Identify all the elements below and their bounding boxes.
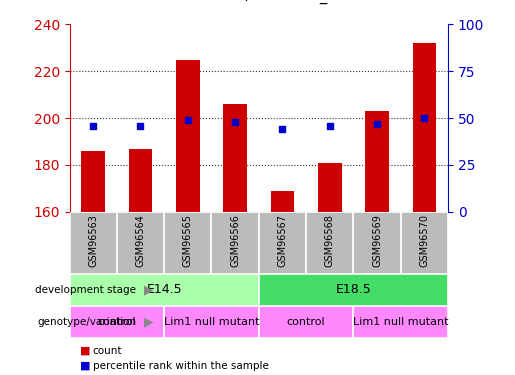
Bar [353, 306, 448, 338]
Text: GSM96570: GSM96570 [419, 214, 430, 267]
Point [373, 121, 381, 127]
Text: count: count [93, 346, 122, 355]
Text: control: control [97, 316, 136, 327]
Bar [413, 43, 436, 212]
Point [420, 115, 428, 121]
Text: Lim1 null mutant: Lim1 null mutant [164, 316, 259, 327]
Bar [259, 274, 448, 306]
Bar [270, 191, 294, 212]
Point [325, 123, 334, 129]
Text: control: control [287, 316, 325, 327]
Text: development stage: development stage [36, 285, 136, 295]
Bar [164, 306, 259, 338]
Point [136, 123, 145, 129]
Text: GSM96568: GSM96568 [325, 214, 335, 267]
Bar [70, 306, 164, 338]
Point [231, 119, 239, 125]
Text: genotype/variation: genotype/variation [38, 316, 136, 327]
Bar [129, 148, 152, 212]
Bar [259, 306, 353, 338]
Text: GSM96564: GSM96564 [135, 214, 146, 267]
Text: E14.5: E14.5 [146, 283, 182, 296]
Bar [318, 163, 341, 212]
Bar [70, 212, 117, 274]
Text: ■: ■ [80, 346, 90, 355]
Bar [70, 274, 259, 306]
Text: GDS1748 / 1436459_at: GDS1748 / 1436459_at [173, 0, 342, 4]
Bar [164, 212, 212, 274]
Text: ■: ■ [80, 361, 90, 370]
Bar [259, 212, 306, 274]
Bar [176, 60, 200, 212]
Text: percentile rank within the sample: percentile rank within the sample [93, 361, 269, 370]
Bar [365, 111, 389, 212]
Text: Lim1 null mutant: Lim1 null mutant [353, 316, 449, 327]
Bar [81, 151, 105, 212]
Bar [306, 212, 353, 274]
Bar [401, 212, 448, 274]
Point [278, 126, 286, 132]
Text: E18.5: E18.5 [336, 283, 371, 296]
Bar [224, 104, 247, 212]
Text: GSM96569: GSM96569 [372, 214, 382, 267]
Text: GSM96565: GSM96565 [183, 214, 193, 267]
Bar [117, 212, 164, 274]
Text: GSM96567: GSM96567 [278, 214, 287, 267]
Text: GSM96563: GSM96563 [88, 214, 98, 267]
Point [89, 123, 97, 129]
Text: ▶: ▶ [144, 283, 154, 296]
Point [184, 117, 192, 123]
Text: ▶: ▶ [144, 315, 154, 328]
Bar [353, 212, 401, 274]
Text: GSM96566: GSM96566 [230, 214, 240, 267]
Bar [212, 212, 259, 274]
